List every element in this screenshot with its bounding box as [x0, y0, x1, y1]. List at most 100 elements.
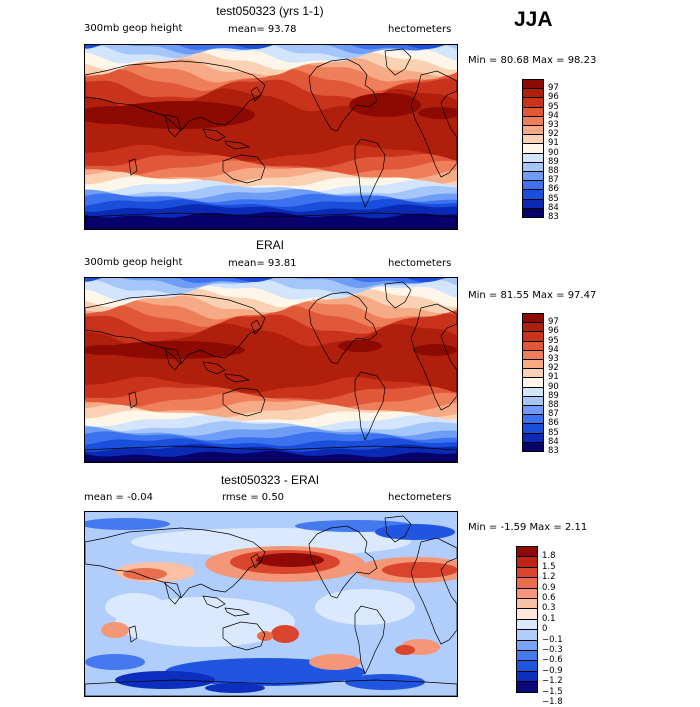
panel-3-colorbar-tick-label: −0.6: [542, 655, 563, 666]
panel-3-colorbar-tick-label: 0: [542, 624, 548, 635]
panel-3-colorbar-tick-label: −1.8: [542, 697, 563, 707]
coastline-path: [222, 154, 266, 184]
coastline-path: [354, 138, 386, 208]
coastline-path: [222, 621, 266, 651]
panel-2-min-max: Min = 81.55 Max = 97.47: [468, 290, 597, 301]
anomaly-fill: [395, 645, 415, 655]
anomaly-fill: [205, 683, 265, 693]
coastline-path: [384, 281, 412, 309]
coastline-path: [250, 86, 262, 102]
anomaly-fill: [382, 562, 457, 578]
level-fill: [85, 450, 457, 462]
panel-1-colorbar-tick-label: 97: [548, 83, 559, 94]
panel-3-coastlines: [85, 515, 457, 696]
panel-2-colorbar-tick-label: 84: [548, 436, 559, 447]
anomaly-fill: [85, 518, 170, 530]
panel-3-colorbar-tick-label: 0.1: [542, 613, 556, 624]
panel-1-colorbar-tick-label: 96: [548, 92, 559, 103]
panel-3-colorbar-tick-label: 1.8: [542, 551, 556, 562]
panel-3-colorbar-tick-label: −0.1: [542, 634, 563, 645]
level-fill: [85, 278, 457, 284]
coastline-path: [85, 60, 266, 132]
level-fill: [85, 45, 457, 50]
anomaly-fill: [105, 593, 165, 621]
coastline-path: [85, 527, 266, 599]
coastline-path: [224, 373, 251, 383]
panel-2-colorbar-tick-label: 87: [548, 409, 559, 420]
anomaly-fill: [101, 622, 129, 638]
panel-3-colorbar-tick-label: 1.5: [542, 561, 556, 572]
panel-3-contour-fill: [85, 512, 457, 696]
panel-1-title: test050323 (yrs 1-1): [216, 4, 324, 18]
panel-1-colorbar-tick-label: 92: [548, 129, 559, 140]
panel-1-colorbar-tick-label: 93: [548, 120, 559, 130]
coastline-path: [410, 70, 457, 178]
panel-1-colorbar-tick-label: 94: [548, 110, 559, 121]
panel-1-colorbar-tick-label: 95: [548, 101, 559, 112]
panel-1-colorbar-tick-label: 83: [548, 212, 559, 222]
coastline-path: [128, 625, 138, 643]
anomaly-fill: [375, 524, 455, 540]
panel-1-map: [84, 44, 458, 230]
panel-3-min-max: Min = -1.59 Max = 2.11: [468, 522, 588, 533]
core-max-fill: [349, 93, 421, 117]
anomaly-fill: [85, 654, 145, 670]
anomaly-fill: [115, 671, 215, 689]
coastline-path: [308, 525, 378, 599]
coastline-path: [128, 391, 138, 409]
panel-2-colorbar-tick-label: 88: [548, 400, 559, 410]
panel-3-colorbar-tick-label: 0.9: [542, 582, 556, 593]
panel-2-colorbar-tick-label: 86: [548, 418, 559, 429]
coastline-path: [354, 371, 386, 441]
coastline-path: [85, 679, 457, 696]
panel-2-colorbar-tick-label: 92: [548, 363, 559, 374]
anomaly-fill: [256, 553, 324, 567]
panel-2-colorbar-tick-label: 83: [548, 446, 559, 456]
panel-1-colorbar-tick-label: 91: [548, 138, 559, 149]
panel-3-colorbar-tick-label: −0.3: [542, 645, 563, 655]
anomaly-fill: [123, 568, 167, 580]
level-fill: [85, 278, 457, 283]
panel-2-variable-label: 300mb geop height: [84, 257, 183, 268]
coastline-path: [250, 319, 262, 335]
panel-2-colorbar-tick-label: 85: [548, 427, 559, 438]
coastline-path: [128, 158, 138, 176]
coastline-path: [202, 361, 226, 375]
core-max-fill: [338, 340, 382, 352]
panel-2-colorbar-tick-label: 90: [548, 381, 559, 392]
coastline-path: [224, 140, 251, 150]
panel-2-units-label: hectometers: [388, 258, 452, 269]
coastline-path: [85, 212, 457, 229]
coastline-path: [85, 293, 266, 365]
core-max-fill: [85, 345, 130, 355]
coastline-path: [250, 553, 262, 569]
coastline-path: [222, 387, 266, 417]
panel-2-coastlines: [85, 281, 457, 462]
panel-1-min-max: Min = 80.68 Max = 98.23: [468, 55, 597, 66]
core-max-fill: [418, 107, 457, 119]
panel-2-colorbar-tick-label: 95: [548, 335, 559, 346]
panel-1-mean-label: mean= 93.78: [228, 24, 297, 35]
anomaly-fill: [131, 528, 411, 556]
panel-1-colorbar-tick-label: 85: [548, 193, 559, 204]
season-label: JJA: [514, 8, 553, 31]
core-max-fill: [105, 101, 255, 129]
panel-3-colorbar-swatch: [516, 681, 538, 693]
panel-3-colorbar-tick-label: 1.2: [542, 572, 556, 583]
panel-2-colorbar-tick-label: 93: [548, 354, 559, 364]
coastline-path: [164, 581, 182, 605]
panel-3-colorbar-tick-label: 0.6: [542, 593, 556, 603]
panel-3-units-label: hectometers: [388, 492, 452, 503]
panel-2-contour-fill: [85, 278, 457, 462]
panel-3-rmse-label: rmse = 0.50: [222, 492, 285, 503]
coastline-path: [384, 48, 412, 76]
panel-3-colorbar-tick-label: −1.2: [542, 676, 563, 687]
panel-2-colorbar-tick-label: 97: [548, 317, 559, 328]
panel-3-map: [84, 511, 458, 697]
panel-1-colorbar-tick-label: 89: [548, 156, 559, 167]
anomaly-fill: [309, 654, 361, 670]
coastline-path: [164, 114, 182, 138]
panel-1-colorbar-tick-label: 87: [548, 175, 559, 186]
panel-1-colorbar-swatch: [522, 207, 544, 218]
panel-2-mean-label: mean= 93.81: [228, 258, 297, 269]
